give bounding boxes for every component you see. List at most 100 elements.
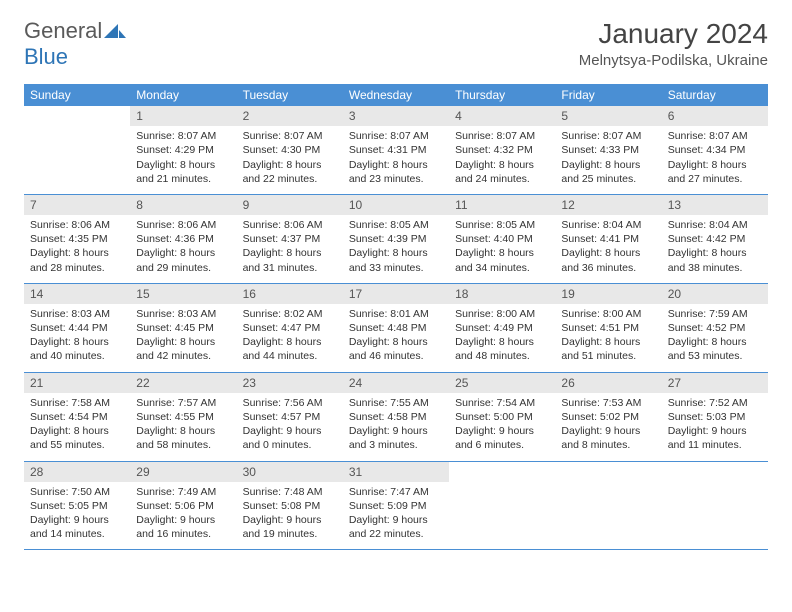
logo-part2: Blue xyxy=(24,44,68,69)
day-info-line: Sunset: 5:02 PM xyxy=(561,410,655,424)
day-info-line: Sunrise: 8:06 AM xyxy=(30,218,124,232)
day-info-line: Daylight: 8 hours xyxy=(668,158,762,172)
day-number: 23 xyxy=(237,373,343,393)
day-info-line: Sunrise: 7:50 AM xyxy=(30,485,124,499)
day-info-line: Sunrise: 8:06 AM xyxy=(136,218,230,232)
calendar-cell xyxy=(449,461,555,550)
calendar-cell: 21Sunrise: 7:58 AMSunset: 4:54 PMDayligh… xyxy=(24,372,130,461)
day-info-line: Sunset: 5:06 PM xyxy=(136,499,230,513)
calendar-cell: 22Sunrise: 7:57 AMSunset: 4:55 PMDayligh… xyxy=(130,372,236,461)
calendar-cell: 15Sunrise: 8:03 AMSunset: 4:45 PMDayligh… xyxy=(130,283,236,372)
day-info-line: Sunset: 4:45 PM xyxy=(136,321,230,335)
day-info-line: Sunset: 4:31 PM xyxy=(349,143,443,157)
calendar-cell: 27 Sunrise: 7:52 AMSunset: 5:03 PMDayligh… xyxy=(662,372,768,461)
calendar-cell xyxy=(555,461,661,550)
day-info-line: Sunset: 4:51 PM xyxy=(561,321,655,335)
day-info-line: Daylight: 8 hours xyxy=(136,335,230,349)
calendar-cell: 29Sunrise: 7:49 AMSunset: 5:06 PMDayligh… xyxy=(130,461,236,550)
day-info-line: Sunrise: 7:47 AM xyxy=(349,485,443,499)
calendar-week-row: 7Sunrise: 8:06 AMSunset: 4:35 PMDaylight… xyxy=(24,194,768,283)
day-info-line: and 36 minutes. xyxy=(561,261,655,275)
day-info-line: and 34 minutes. xyxy=(455,261,549,275)
day-info-line: and 21 minutes. xyxy=(136,172,230,186)
day-info-line: Sunrise: 8:07 AM xyxy=(349,129,443,143)
calendar-cell: 3Sunrise: 8:07 AMSunset: 4:31 PMDaylight… xyxy=(343,106,449,194)
day-number: 18 xyxy=(449,284,555,304)
day-number: 20 xyxy=(662,284,768,304)
calendar-cell xyxy=(662,461,768,550)
day-info-line: and 19 minutes. xyxy=(243,527,337,541)
day-info-line: Daylight: 8 hours xyxy=(136,424,230,438)
day-info-line: Daylight: 9 hours xyxy=(668,424,762,438)
logo-part1: General xyxy=(24,18,102,43)
day-info-line: Sunset: 4:35 PM xyxy=(30,232,124,246)
weekday-header: Tuesday xyxy=(237,84,343,106)
day-info-line: Sunset: 4:48 PM xyxy=(349,321,443,335)
weekday-header: Wednesday xyxy=(343,84,449,106)
day-info-line: Daylight: 8 hours xyxy=(243,246,337,260)
day-info-line: and 46 minutes. xyxy=(349,349,443,363)
day-info-line: Sunrise: 8:03 AM xyxy=(136,307,230,321)
day-info-line: Daylight: 8 hours xyxy=(30,246,124,260)
day-info-line: Daylight: 8 hours xyxy=(668,246,762,260)
calendar-cell: 14Sunrise: 8:03 AMSunset: 4:44 PMDayligh… xyxy=(24,283,130,372)
header: GeneralBlue January 2024 Melnytsya-Podil… xyxy=(24,18,768,70)
weekday-header: Sunday xyxy=(24,84,130,106)
day-number: 14 xyxy=(24,284,130,304)
day-info-line: Sunrise: 8:00 AM xyxy=(455,307,549,321)
day-info-line: Sunset: 4:32 PM xyxy=(455,143,549,157)
calendar-cell: 7Sunrise: 8:06 AMSunset: 4:35 PMDaylight… xyxy=(24,194,130,283)
day-info-line: Sunrise: 7:52 AM xyxy=(668,396,762,410)
day-info-line: Daylight: 8 hours xyxy=(668,335,762,349)
calendar-cell: 24Sunrise: 7:55 AMSunset: 4:58 PMDayligh… xyxy=(343,372,449,461)
day-number: 22 xyxy=(130,373,236,393)
day-info-line: and 22 minutes. xyxy=(243,172,337,186)
day-info-line: Sunset: 4:29 PM xyxy=(136,143,230,157)
day-info-line: Daylight: 9 hours xyxy=(561,424,655,438)
day-info-line: Daylight: 8 hours xyxy=(349,246,443,260)
day-info-line: Sunrise: 8:07 AM xyxy=(455,129,549,143)
day-number: 5 xyxy=(555,106,661,126)
day-info-line: Sunset: 4:44 PM xyxy=(30,321,124,335)
day-info-line: Daylight: 9 hours xyxy=(243,513,337,527)
day-info-line: and 51 minutes. xyxy=(561,349,655,363)
day-info-line: and 25 minutes. xyxy=(561,172,655,186)
day-info-line: and 58 minutes. xyxy=(136,438,230,452)
day-info-line: Daylight: 9 hours xyxy=(243,424,337,438)
logo-sail-icon xyxy=(104,18,126,43)
weekday-header: Monday xyxy=(130,84,236,106)
day-info-line: Daylight: 9 hours xyxy=(136,513,230,527)
day-info-line: Daylight: 8 hours xyxy=(561,158,655,172)
day-info-line: Sunset: 4:54 PM xyxy=(30,410,124,424)
day-info-line: Sunset: 4:57 PM xyxy=(243,410,337,424)
day-number: 27 xyxy=(662,373,768,393)
day-info-line: Sunset: 5:03 PM xyxy=(668,410,762,424)
calendar-table: SundayMondayTuesdayWednesdayThursdayFrid… xyxy=(24,84,768,550)
day-info-line: Sunrise: 8:07 AM xyxy=(561,129,655,143)
day-info-line: Daylight: 8 hours xyxy=(349,335,443,349)
day-number: 24 xyxy=(343,373,449,393)
day-info-line: and 28 minutes. xyxy=(30,261,124,275)
day-info-line: Sunrise: 8:01 AM xyxy=(349,307,443,321)
day-info-line: Daylight: 8 hours xyxy=(455,246,549,260)
calendar-week-row: 14 Sunrise: 8:03 AM Sunset: 4:44 PM Dayligh… xyxy=(24,283,768,372)
day-info-line: and 6 minutes. xyxy=(455,438,549,452)
calendar-cell: 16Sunrise: 8:02 AMSunset: 4:47 PMDayligh… xyxy=(237,283,343,372)
day-info-line: and 23 minutes. xyxy=(349,172,443,186)
calendar-cell: 8Sunrise: 8:06 AMSunset: 4:36 PMDaylight… xyxy=(130,194,236,283)
day-info-line: Sunset: 4:33 PM xyxy=(561,143,655,157)
day-info-line: Sunrise: 8:07 AM xyxy=(243,129,337,143)
day-number: 26 xyxy=(555,373,661,393)
day-info-line: Daylight: 9 hours xyxy=(455,424,549,438)
day-info-line: Daylight: 8 hours xyxy=(136,158,230,172)
calendar-week-row: 28Sunrise: 7:50 AMSunset: 5:05 PMDayligh… xyxy=(24,461,768,550)
day-number: 4 xyxy=(449,106,555,126)
day-info-line: Sunrise: 8:07 AM xyxy=(668,129,762,143)
day-info-line: and 38 minutes. xyxy=(668,261,762,275)
day-info-line: Daylight: 8 hours xyxy=(136,246,230,260)
day-number: 25 xyxy=(449,373,555,393)
calendar-cell: 11Sunrise: 8:05 AMSunset: 4:40 PMDayligh… xyxy=(449,194,555,283)
day-info-line: Sunrise: 7:48 AM xyxy=(243,485,337,499)
calendar-cell: 6Sunrise: 8:07 AMSunset: 4:34 PMDaylight… xyxy=(662,106,768,194)
day-info-line: and 14 minutes. xyxy=(30,527,124,541)
